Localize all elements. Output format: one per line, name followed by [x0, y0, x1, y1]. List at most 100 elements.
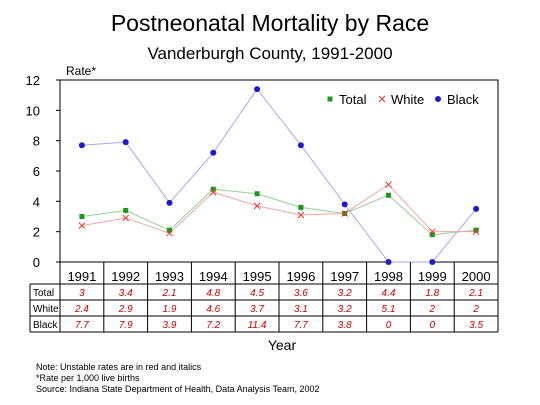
table-cell: 7.2 — [206, 320, 220, 331]
table-cell: 3.2 — [338, 304, 352, 315]
legend-label-total: Total — [339, 92, 367, 107]
y-tick-label: 2 — [33, 225, 40, 240]
table-cell: 2 — [429, 304, 436, 315]
point-total — [167, 227, 172, 233]
y-tick-label: 6 — [33, 164, 40, 179]
x-tick-label: 1997 — [330, 269, 359, 284]
point-total — [429, 232, 435, 238]
point-black — [473, 205, 480, 212]
point-total — [210, 186, 216, 192]
table-cell: 3.2 — [338, 288, 352, 299]
point-total — [473, 227, 479, 233]
point-black — [122, 139, 129, 146]
table-cell: 1.8 — [425, 288, 439, 299]
y-tick-label: 0 — [33, 255, 40, 270]
table-cell: 2 — [472, 304, 479, 315]
x-tick-label: 1995 — [243, 269, 272, 284]
x-tick-label: 1993 — [155, 269, 184, 284]
table-cell: 5.1 — [382, 304, 396, 315]
table-cell: 0 — [386, 320, 392, 331]
table-cell: 2.9 — [118, 304, 133, 315]
series-line-total — [81, 188, 477, 236]
table-cell: 4.5 — [250, 288, 264, 299]
point-white — [472, 228, 480, 236]
table-row-label: Total — [33, 288, 54, 299]
table-cell: 3.8 — [338, 320, 352, 331]
table-cell: 3.4 — [119, 288, 133, 299]
y-tick-label: 4 — [33, 194, 40, 209]
table-cell: 2.1 — [162, 288, 177, 299]
x-stroke — [297, 211, 305, 219]
series-line-white — [81, 184, 477, 234]
y-axis-label: Rate* — [66, 64, 96, 78]
legend-label-black: Black — [447, 92, 479, 107]
table-cell: 1.9 — [163, 304, 177, 315]
y-tick-label: 12 — [26, 73, 40, 88]
x-stroke — [209, 188, 217, 196]
x-axis-label: Year — [267, 337, 297, 353]
point-black — [297, 142, 304, 149]
table-cell: 11.4 — [248, 320, 267, 331]
point-black — [254, 86, 261, 93]
x-tick-label: 1991 — [67, 269, 96, 284]
x-stroke — [122, 214, 130, 222]
point-black — [166, 199, 173, 206]
table-cell: 3.5 — [469, 320, 483, 331]
table-cell: 4.6 — [206, 304, 220, 315]
notes: Note: Unstable rates are in red and ital… — [36, 362, 320, 395]
point-white — [341, 210, 349, 217]
note-unstable: Note: Unstable rates are in red and ital… — [36, 362, 202, 372]
x-stroke — [428, 228, 436, 236]
x-tick-label: 1998 — [374, 269, 403, 284]
y-tick-label: 10 — [26, 103, 40, 118]
x-stroke — [78, 222, 86, 229]
point-total — [298, 204, 304, 210]
point-white — [428, 228, 436, 236]
point-white — [122, 214, 130, 222]
table-row-label: Black — [33, 320, 58, 331]
legend-label-white: White — [391, 92, 424, 107]
note-rate-definition: *Rate per 1,000 live births — [36, 373, 140, 383]
x-tick-label: 2000 — [462, 269, 491, 284]
point-white — [209, 188, 217, 196]
point-total — [123, 207, 129, 213]
x-stroke — [385, 181, 392, 189]
table-cell: 3.9 — [163, 320, 177, 331]
x-tick-label: 1996 — [286, 269, 315, 284]
table-cell: 3.7 — [250, 304, 264, 315]
table-cell: 2.4 — [74, 304, 89, 315]
point-white — [166, 229, 173, 237]
point-total — [79, 214, 85, 219]
point-black — [429, 259, 436, 265]
point-black — [210, 149, 217, 156]
table-cell: 7.7 — [75, 320, 89, 331]
point-black — [385, 259, 392, 265]
legend-marker-total — [327, 96, 333, 102]
point-black — [78, 142, 85, 149]
point-white — [297, 211, 305, 219]
x-stroke — [472, 228, 480, 236]
x-stroke — [166, 229, 173, 237]
table-row-label: White — [33, 304, 59, 315]
table-cell: 4.4 — [382, 288, 396, 299]
table-cell: 3.6 — [294, 288, 308, 299]
point-black — [341, 201, 348, 208]
x-tick-label: 1992 — [111, 269, 140, 284]
note-source: Source: Indiana State Department of Heal… — [36, 384, 320, 394]
y-tick-label: 8 — [33, 134, 40, 149]
x-stroke — [253, 202, 261, 210]
legend-marker-black — [435, 96, 441, 102]
table-cell: 7.9 — [119, 320, 133, 331]
chart-subtitle: Vanderburgh County, 1991-2000 — [147, 44, 393, 63]
point-total — [254, 191, 260, 197]
x-stroke — [378, 95, 386, 103]
point-white — [253, 202, 261, 210]
x-tick-label: 1994 — [199, 269, 228, 284]
series-line-black — [81, 88, 477, 263]
point-white — [385, 181, 392, 189]
point-white — [78, 222, 86, 229]
x-stroke — [341, 210, 349, 217]
table-cell: 3 — [79, 288, 85, 299]
table-cell: 7.7 — [294, 320, 308, 331]
